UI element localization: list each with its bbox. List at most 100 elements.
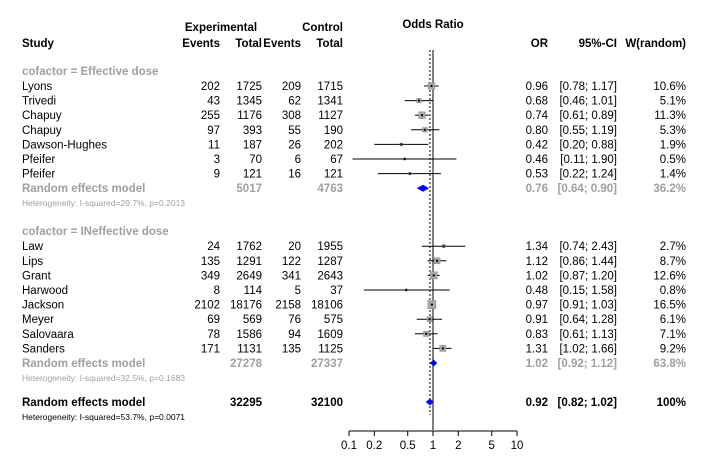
ctl-events: 20: [288, 241, 301, 253]
confidence-interval: [0.74; 2.43]: [559, 241, 617, 253]
exp-total: 187: [243, 139, 262, 151]
header-ctl-events: Events: [263, 38, 301, 50]
exp-total: 1176: [237, 110, 262, 122]
point-estimate: [432, 274, 435, 277]
study-weight: 5.3%: [660, 125, 686, 137]
confidence-interval: [0.22; 1.24]: [559, 169, 617, 181]
study-name: Salovaara: [22, 329, 74, 341]
odds-ratio: 0.91: [526, 314, 548, 326]
study-weight: 8.7%: [660, 256, 686, 268]
odds-ratio: 0.42: [526, 139, 548, 151]
exp-events: 171: [201, 343, 220, 355]
exp-total: 18176: [230, 300, 262, 312]
summary-diamond: [429, 359, 438, 367]
ctl-total: 575: [324, 314, 343, 326]
exp-events: 78: [207, 329, 220, 341]
summary-ctl-total: 27337: [311, 358, 343, 370]
ctl-total: 67: [330, 154, 343, 166]
summary-ci: [0.64; 0.90]: [558, 183, 618, 195]
point-estimate: [430, 303, 433, 306]
study-name: Sanders: [22, 343, 65, 355]
header-ci: 95%-CI: [579, 38, 617, 50]
header-control: Control: [302, 22, 343, 34]
ctl-events: 94: [288, 329, 301, 341]
summary-weight: 100%: [657, 397, 686, 409]
chart-title: Odds Ratio: [402, 19, 463, 31]
exp-events: 202: [201, 81, 220, 93]
ctl-events: 62: [288, 96, 301, 108]
summary-label: Random effects model: [22, 397, 145, 409]
point-estimate: [408, 172, 411, 175]
study-weight: 0.5%: [660, 154, 686, 166]
odds-ratio: 0.68: [526, 96, 548, 108]
ctl-total: 1955: [317, 241, 343, 253]
odds-ratio: 0.74: [526, 110, 549, 122]
summary-odds-ratio: 1.02: [526, 358, 548, 370]
ctl-events: 122: [282, 256, 301, 268]
confidence-interval: [0.86; 1.44]: [559, 256, 617, 268]
odds-ratio: 1.31: [526, 343, 548, 355]
summary-weight: 36.2%: [653, 183, 686, 195]
study-name: Pfeifer: [22, 154, 55, 166]
confidence-interval: [0.55; 1.19]: [559, 125, 617, 137]
odds-ratio: 0.83: [526, 329, 548, 341]
odds-ratio: 0.53: [526, 169, 548, 181]
study-weight: 12.6%: [653, 270, 686, 282]
summary-ci: [0.82; 1.02]: [558, 397, 618, 409]
exp-total: 1725: [236, 81, 262, 93]
study-name: Lips: [22, 256, 43, 268]
point-estimate: [428, 318, 431, 321]
study-name: Lyons: [22, 81, 53, 93]
exp-total: 121: [243, 169, 262, 181]
exp-events: 349: [201, 270, 220, 282]
study-weight: 10.6%: [653, 81, 686, 93]
ctl-total: 1715: [317, 81, 343, 93]
odds-ratio: 1.02: [526, 270, 548, 282]
summary-exp-total: 32295: [230, 397, 263, 409]
confidence-interval: [0.87; 1.20]: [559, 270, 617, 282]
study-name: Chapuy: [22, 125, 62, 137]
study-weight: 9.2%: [660, 343, 686, 355]
study-name: Law: [22, 241, 44, 253]
study-weight: 16.5%: [653, 300, 686, 312]
study-name: Grant: [22, 270, 52, 282]
x-tick-label: 5: [489, 440, 495, 452]
point-estimate: [403, 158, 406, 160]
confidence-interval: [0.61; 1.13]: [559, 329, 617, 341]
study-name: Jackson: [22, 300, 64, 312]
point-estimate: [425, 332, 428, 335]
point-estimate: [430, 85, 433, 87]
exp-events: 8: [214, 285, 220, 297]
study-name: Chapuy: [22, 110, 62, 122]
odds-ratio: 0.48: [526, 285, 548, 297]
ctl-events: 26: [288, 139, 301, 151]
header-ctl-total: Total: [316, 38, 343, 50]
exp-events: 11: [208, 139, 220, 151]
exp-total: 1345: [236, 96, 262, 108]
ctl-total: 1125: [318, 343, 343, 355]
ctl-total: 1341: [317, 96, 343, 108]
exp-events: 97: [207, 125, 220, 137]
x-tick-label: 0.5: [400, 440, 416, 452]
exp-total: 1762: [236, 241, 262, 253]
exp-events: 69: [207, 314, 220, 326]
summary-label: Random effects model: [22, 358, 145, 370]
confidence-interval: [0.78; 1.17]: [559, 81, 617, 93]
exp-total: 1131: [237, 343, 262, 355]
confidence-interval: [0.61; 0.89]: [559, 110, 617, 122]
x-tick-label: 1: [430, 440, 436, 452]
x-axis-ticks: 0.1 0.2 0.5 1 2 5 10: [341, 431, 523, 452]
study-name: Harwood: [22, 285, 68, 297]
header-or: OR: [531, 38, 549, 50]
ctl-events: 76: [288, 314, 301, 326]
summary-odds-ratio: 0.76: [526, 183, 548, 195]
point-estimate: [405, 289, 408, 291]
odds-ratio: 0.46: [526, 154, 548, 166]
exp-total: 1586: [236, 329, 262, 341]
ctl-total: 18106: [311, 300, 343, 312]
header-exp-events: Events: [182, 38, 220, 50]
x-tick-label: 0.1: [341, 440, 357, 452]
study-weight: 7.1%: [660, 329, 686, 341]
study-weight: 5.1%: [660, 96, 686, 108]
